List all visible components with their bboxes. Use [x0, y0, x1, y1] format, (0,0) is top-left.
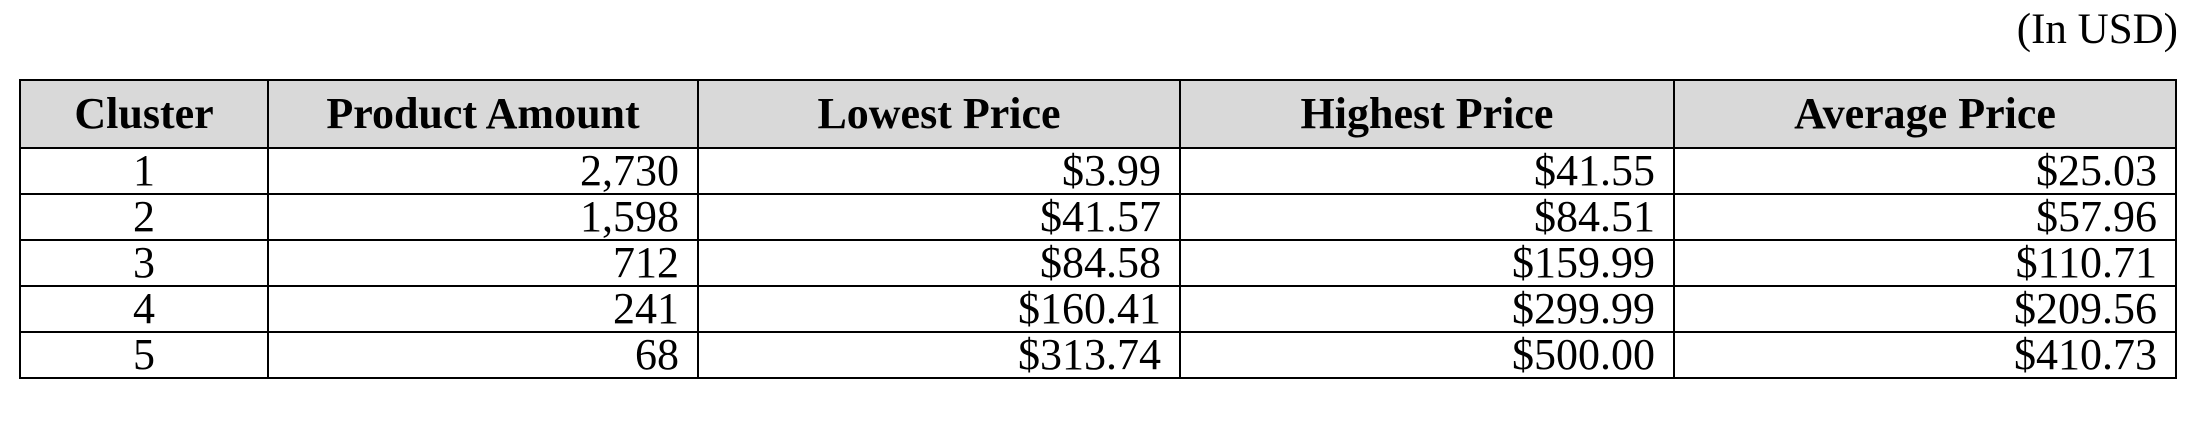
cell-product-amount: 1,598 [267, 193, 699, 241]
table-row: 3 712 $84.58 $159.99 $110.71 [19, 239, 2177, 287]
cell-average-price: $25.03 [1673, 147, 2177, 195]
cell-product-amount: 712 [267, 239, 699, 287]
table-row: 1 2,730 $3.99 $41.55 $25.03 [19, 147, 2177, 195]
cell-highest-price: $84.51 [1179, 193, 1675, 241]
currency-unit-note: (In USD) [2016, 6, 2178, 53]
table-header: Cluster Product Amount Lowest Price High… [19, 79, 2177, 149]
cell-cluster: 5 [19, 331, 269, 379]
header-product-amount: Product Amount [267, 79, 699, 149]
cell-highest-price: $159.99 [1179, 239, 1675, 287]
table-row: 5 68 $313.74 $500.00 $410.73 [19, 331, 2177, 379]
header-highest-price: Highest Price [1179, 79, 1675, 149]
cell-highest-price: $41.55 [1179, 147, 1675, 195]
cell-highest-price: $299.99 [1179, 285, 1675, 333]
cell-average-price: $110.71 [1673, 239, 2177, 287]
cell-product-amount: 241 [267, 285, 699, 333]
cell-lowest-price: $41.57 [697, 193, 1181, 241]
cell-cluster: 2 [19, 193, 269, 241]
cell-cluster: 3 [19, 239, 269, 287]
cell-product-amount: 2,730 [267, 147, 699, 195]
cell-lowest-price: $160.41 [697, 285, 1181, 333]
header-average-price: Average Price [1673, 79, 2177, 149]
cell-average-price: $410.73 [1673, 331, 2177, 379]
table-body: 1 2,730 $3.99 $41.55 $25.03 2 1,598 $41.… [19, 147, 2177, 379]
cluster-price-table: Cluster Product Amount Lowest Price High… [19, 79, 2177, 379]
cell-cluster: 4 [19, 285, 269, 333]
cell-average-price: $57.96 [1673, 193, 2177, 241]
cell-lowest-price: $3.99 [697, 147, 1181, 195]
cell-product-amount: 68 [267, 331, 699, 379]
cell-lowest-price: $313.74 [697, 331, 1181, 379]
cell-cluster: 1 [19, 147, 269, 195]
table-row: 2 1,598 $41.57 $84.51 $57.96 [19, 193, 2177, 241]
table-row: 4 241 $160.41 $299.99 $209.56 [19, 285, 2177, 333]
header-cluster: Cluster [19, 79, 269, 149]
header-row: Cluster Product Amount Lowest Price High… [19, 79, 2177, 149]
cell-average-price: $209.56 [1673, 285, 2177, 333]
header-lowest-price: Lowest Price [697, 79, 1181, 149]
cell-highest-price: $500.00 [1179, 331, 1675, 379]
cell-lowest-price: $84.58 [697, 239, 1181, 287]
